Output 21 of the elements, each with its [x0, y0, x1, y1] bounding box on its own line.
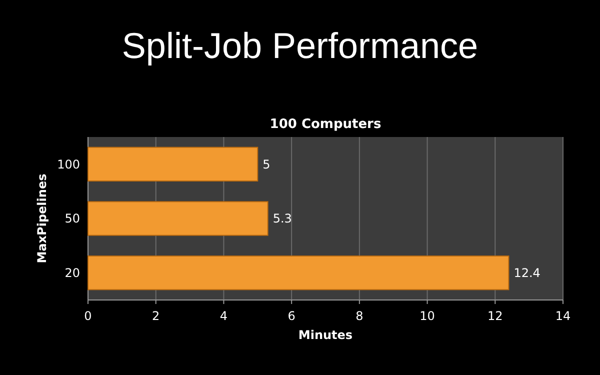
data-label: 12.4 — [514, 266, 540, 280]
data-label: 5 — [262, 157, 270, 172]
x-tick-label: 8 — [356, 309, 364, 323]
chart-title: Split-Job Performance — [122, 25, 478, 66]
data-label: 5.3 — [272, 212, 292, 226]
x-tick-label: 14 — [555, 309, 571, 323]
y-tick-label: 100 — [57, 157, 80, 172]
y-tick-label: 20 — [64, 266, 80, 280]
bar — [88, 146, 258, 182]
y-tick-label: 50 — [64, 212, 80, 226]
y-axis-title: MaxPipelines — [35, 174, 49, 264]
x-tick-label: 2 — [152, 309, 160, 323]
x-tick-label: 12 — [488, 309, 503, 323]
bar — [88, 255, 510, 290]
x-tick-label: 0 — [84, 309, 92, 323]
x-tick-label: 6 — [288, 309, 296, 323]
x-tick-label: 10 — [420, 309, 435, 323]
x-tick-label: 4 — [220, 309, 228, 323]
bar — [88, 201, 268, 236]
chart-subtitle: 100 Computers — [270, 117, 382, 132]
x-axis-title: Minutes — [298, 328, 353, 342]
